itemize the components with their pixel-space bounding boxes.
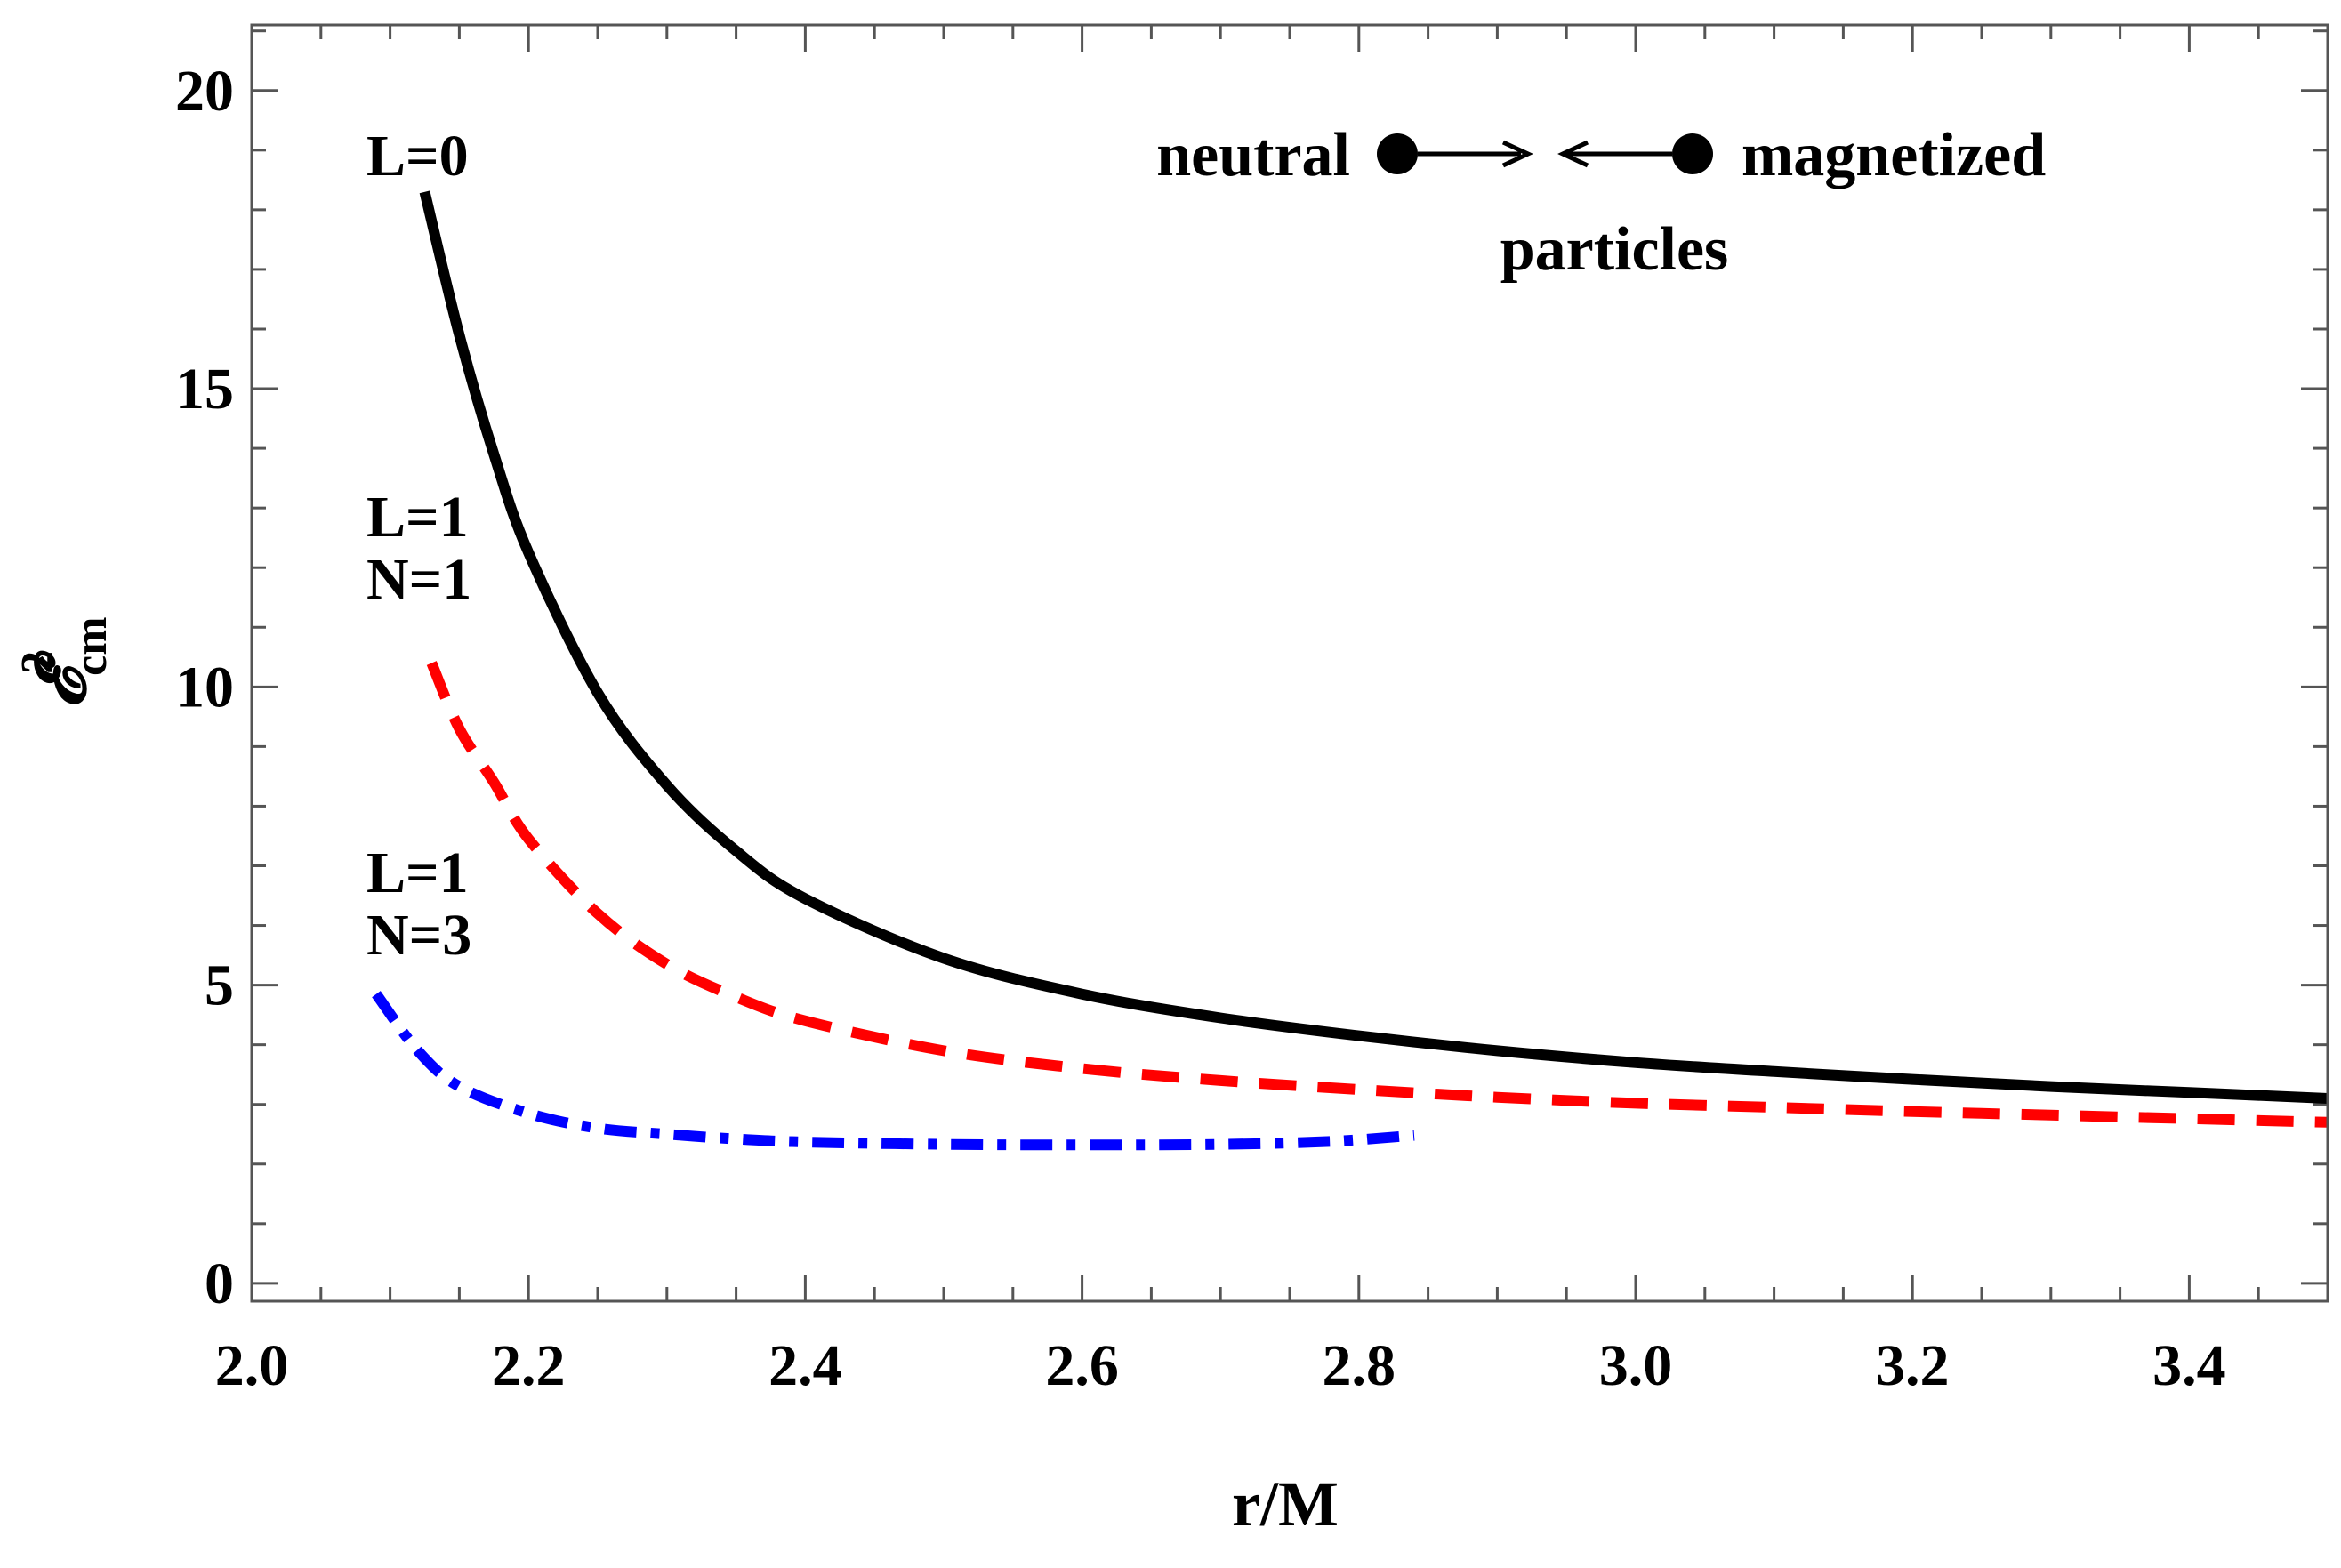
legend-magnetized-text: magnetized xyxy=(1742,121,2046,189)
x-tick-label: 2.0 xyxy=(215,1333,289,1398)
x-tick-label: 3.2 xyxy=(1876,1333,1950,1398)
series-line-3 xyxy=(372,991,1415,1151)
plot-frame xyxy=(250,23,2329,1303)
svg-text:𝓔2cm: 𝓔2cm xyxy=(12,616,117,708)
y-axis-title-sub: cm xyxy=(66,616,117,675)
y-tick-label: 0 xyxy=(205,1251,234,1316)
x-tick-label: 3.4 xyxy=(2152,1333,2226,1398)
axis-tick-labels: 2.0 2.2 2.4 2.6 2.8 3.0 3.2 3.4 0 5 10 15 20 xyxy=(175,59,2226,1398)
series-annotation: L=0 xyxy=(366,124,469,189)
series-line-1 xyxy=(419,190,2329,1104)
series-annotation-line: L=0 xyxy=(366,124,469,189)
series-annotation: L=1 N=1 xyxy=(366,485,471,612)
y-axis-title-sup: 2 xyxy=(12,651,63,674)
y-tick-label: 15 xyxy=(175,357,234,422)
legend-particles-text: particles xyxy=(1500,215,1729,284)
series-annotation-line: N=1 xyxy=(366,547,471,612)
x-axis-title: r/M xyxy=(1232,1468,1339,1540)
x-tick-label: 2.4 xyxy=(768,1333,842,1398)
legend-magnetized-particle-icon xyxy=(1672,133,1713,174)
y-tick-label: 5 xyxy=(205,953,234,1018)
series-annotation: L=1 N=3 xyxy=(366,840,471,968)
x-tick-label: 2.6 xyxy=(1045,1333,1119,1398)
x-tick-label: 2.2 xyxy=(492,1333,566,1398)
x-tick-label: 2.8 xyxy=(1323,1333,1396,1398)
legend-neutral-particle-icon xyxy=(1377,133,1418,174)
x-tick-label: 3.0 xyxy=(1599,1333,1673,1398)
legend: neutral magnetized particles xyxy=(1156,121,2046,284)
legend-left-arrow-head-icon xyxy=(1557,140,1589,168)
legend-right-arrow-head-icon xyxy=(1501,140,1533,168)
series-annotation-line: N=3 xyxy=(366,903,471,968)
y-tick-label: 10 xyxy=(175,655,234,720)
series-annotation-line: L=1 xyxy=(366,485,469,550)
series-annotations: L=0L=1 N=1L=1 N=3 xyxy=(366,124,471,968)
legend-neutral-text: neutral xyxy=(1156,121,1350,189)
series-annotation-line: L=1 xyxy=(366,840,469,905)
series-line-2 xyxy=(426,661,2329,1128)
y-axis-title: 𝓔2cm xyxy=(12,616,117,708)
y-tick-label: 20 xyxy=(175,59,234,124)
plot-series xyxy=(372,190,2329,1151)
